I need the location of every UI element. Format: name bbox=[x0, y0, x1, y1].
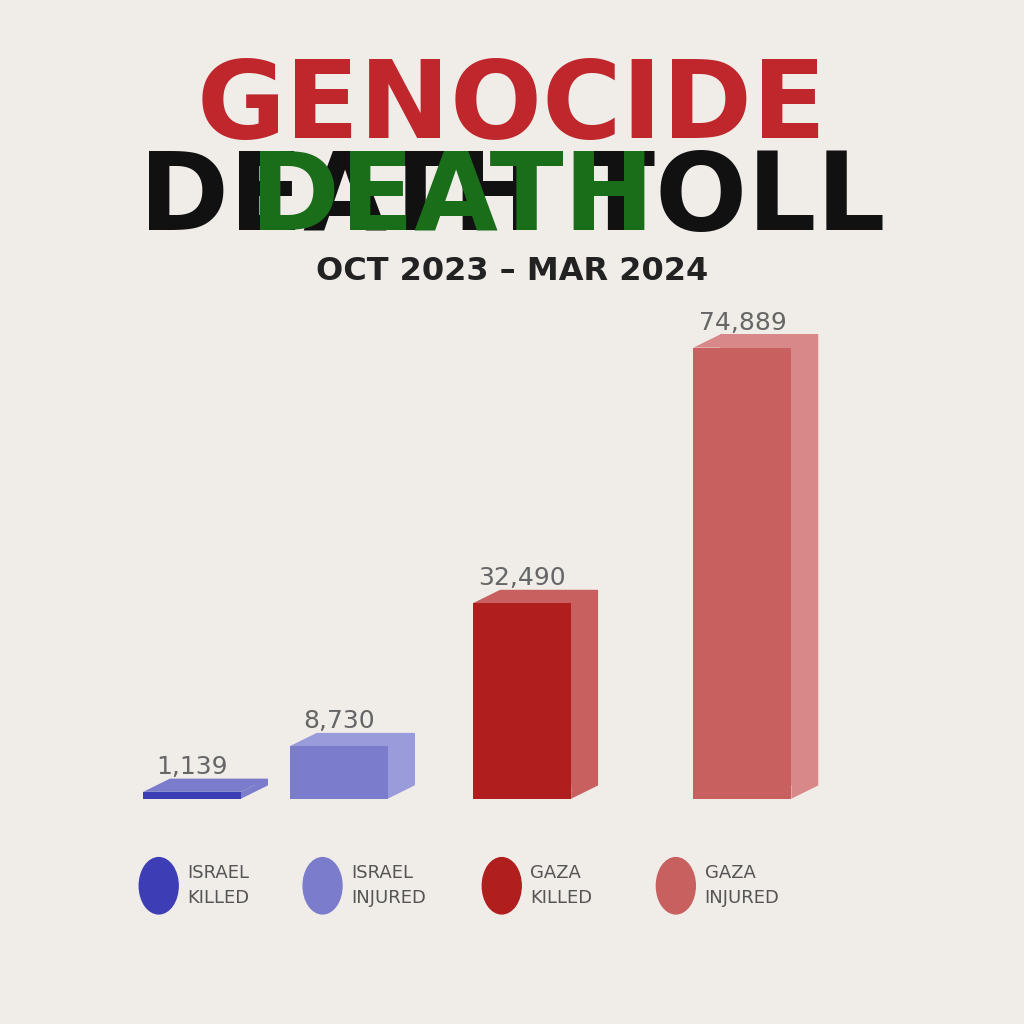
Text: 8,730: 8,730 bbox=[303, 710, 375, 733]
Bar bbox=[473, 603, 571, 799]
Text: DEATH: DEATH bbox=[250, 146, 692, 253]
Polygon shape bbox=[571, 590, 598, 799]
Polygon shape bbox=[143, 778, 268, 792]
Text: 32,490: 32,490 bbox=[478, 566, 566, 590]
Text: OCT 2023 – MAR 2024: OCT 2023 – MAR 2024 bbox=[315, 256, 709, 287]
Bar bbox=[290, 746, 388, 799]
Text: 74,889: 74,889 bbox=[698, 311, 786, 335]
Bar bbox=[500, 590, 598, 785]
Bar bbox=[170, 778, 268, 785]
Bar bbox=[316, 733, 415, 785]
Bar bbox=[720, 335, 818, 785]
Polygon shape bbox=[241, 778, 268, 799]
Bar bbox=[693, 347, 792, 799]
Polygon shape bbox=[290, 733, 415, 746]
Text: 1,139: 1,139 bbox=[157, 755, 227, 779]
Text: ISRAEL
INJURED: ISRAEL INJURED bbox=[351, 864, 426, 907]
Bar bbox=[143, 792, 241, 799]
Polygon shape bbox=[693, 335, 818, 347]
Text: ISRAEL
KILLED: ISRAEL KILLED bbox=[187, 864, 250, 907]
Text: GENOCIDE: GENOCIDE bbox=[197, 54, 827, 161]
Polygon shape bbox=[473, 590, 598, 603]
Text: GAZA
INJURED: GAZA INJURED bbox=[705, 864, 779, 907]
Text: DEATH TOLL: DEATH TOLL bbox=[138, 146, 886, 253]
Polygon shape bbox=[388, 733, 415, 799]
Polygon shape bbox=[792, 335, 818, 799]
Text: GAZA
KILLED: GAZA KILLED bbox=[530, 864, 593, 907]
